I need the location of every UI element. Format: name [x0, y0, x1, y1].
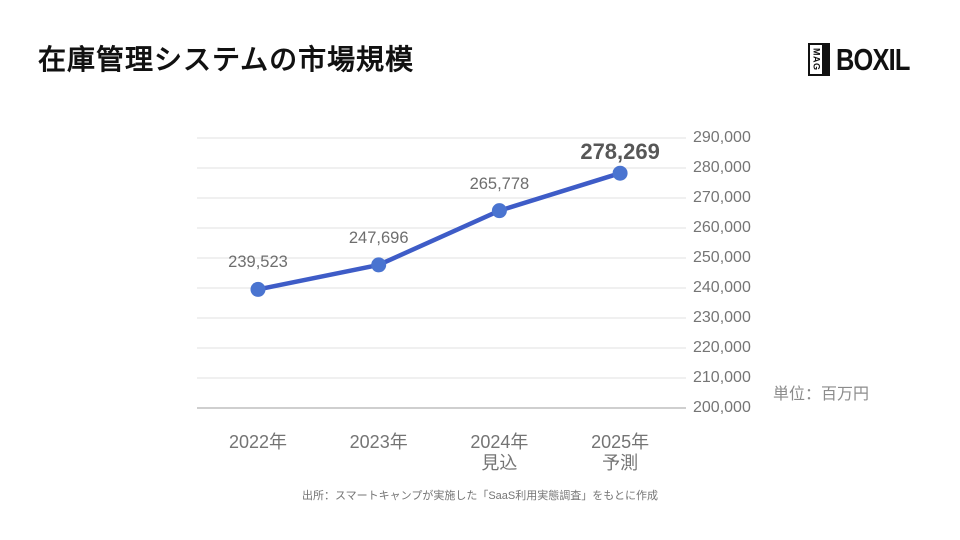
y-tick-label: 290,000 — [693, 129, 751, 146]
y-tick-label: 200,000 — [693, 399, 751, 416]
y-tick-label: 230,000 — [693, 309, 751, 326]
value-label: 247,696 — [348, 228, 409, 247]
mag-badge-bar — [822, 45, 829, 74]
data-point — [371, 257, 387, 273]
boxil-mag-logo: MAG BOXIL — [808, 43, 926, 76]
y-tick-label: 250,000 — [693, 249, 751, 266]
data-point — [250, 281, 266, 297]
source-note: 出所：スマートキャンプが実施した「SaaS利用実態調査」をもとに作成 — [301, 490, 659, 502]
value-label-emphasized: 278,269 — [580, 139, 660, 165]
x-category-label: 2023年 — [349, 432, 408, 452]
value-label: 265,778 — [469, 174, 530, 193]
page-title: 在庫管理システムの市場規模 — [38, 44, 415, 75]
unit-label: 単位：百万円 — [773, 386, 870, 403]
x-category-label: 2025年 予測 — [591, 432, 650, 473]
y-tick-label: 280,000 — [693, 159, 751, 176]
mag-badge-icon: MAG — [808, 43, 831, 76]
y-tick-label: 270,000 — [693, 189, 751, 206]
y-tick-label: 240,000 — [693, 279, 751, 296]
value-label: 239,523 — [228, 253, 288, 272]
y-tick-label: 260,000 — [693, 219, 751, 236]
y-tick-label: 220,000 — [693, 339, 751, 356]
data-point — [612, 165, 628, 181]
x-category-label: 2022年 — [228, 432, 288, 452]
mag-badge-label: MAG — [811, 48, 822, 71]
series-line — [255, 170, 623, 292]
brand-name: BOXIL — [836, 42, 910, 77]
data-point — [491, 203, 507, 219]
y-tick-label: 210,000 — [693, 369, 751, 386]
x-category-label: 2024年 見込 — [470, 432, 529, 473]
